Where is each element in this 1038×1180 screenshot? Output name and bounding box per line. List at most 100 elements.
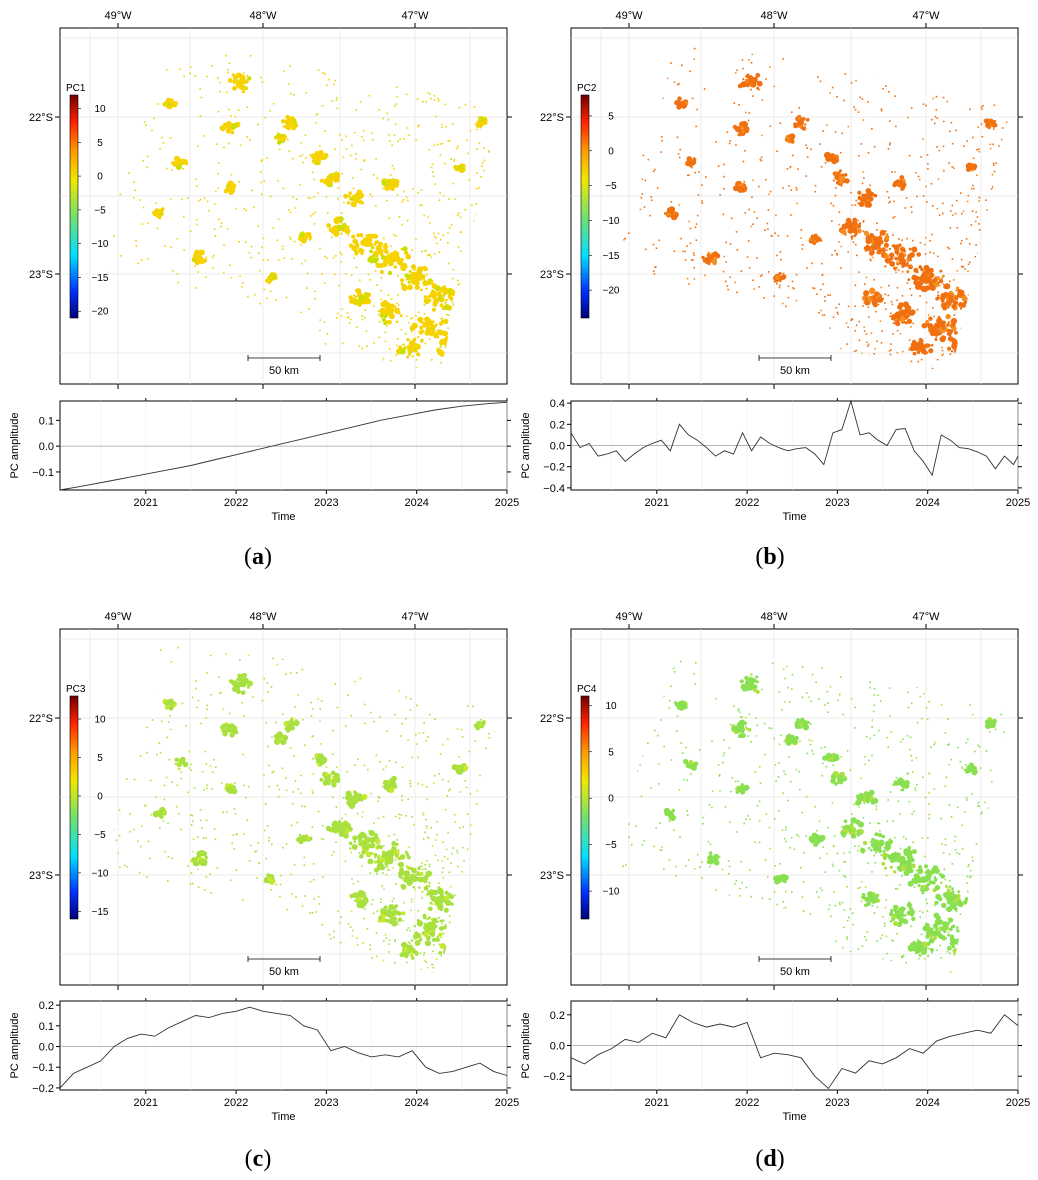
- x-tick-label: 2022: [224, 1097, 248, 1109]
- colorbar-tick-label: −10: [92, 239, 109, 250]
- lat-label: 22°S: [29, 713, 53, 725]
- colorbar-tick-label: −10: [603, 887, 620, 898]
- series-line: [59, 1006, 508, 1089]
- colorbar-title: PC4: [577, 684, 597, 695]
- x-tick-label: 2022: [224, 497, 248, 509]
- x-axis-label: Time: [782, 1111, 806, 1123]
- colorbar-tick-label: 0: [608, 146, 614, 157]
- y-axis-label: PC amplitude: [520, 1012, 532, 1078]
- timeseries-chart-c: 2021 2022 2023 2024 2025 0.2 0.1 0.0 −0.1 −0.2 Tim…: [9, 998, 519, 1123]
- colorbar: PC4 10 5 0 −5 −10: [577, 684, 620, 920]
- series-line: [570, 399, 1019, 477]
- chart-frame: [59, 1000, 508, 1091]
- y-axis-label: PC amplitude: [520, 412, 532, 478]
- scale-bar-label: 50 km: [780, 365, 810, 377]
- x-tick-label: 2024: [404, 497, 428, 509]
- scale-bar-label: 50 km: [269, 365, 299, 377]
- panel-label: (b): [755, 544, 784, 570]
- x-axis-label: Time: [782, 511, 806, 523]
- panel-letter: a: [252, 544, 264, 570]
- colorbar-tick-label: −5: [94, 830, 106, 841]
- y-tick-label: −0.1: [32, 467, 54, 479]
- timeseries-chart-d: 2021 2022 2023 2024 2025 0.2 0.0 −0.2 Time PC amp…: [520, 998, 1030, 1123]
- timeseries-chart-a: 2021 2022 2023 2024 2025 0.1 0.0 −0.1 Time PC amp…: [9, 398, 519, 523]
- y-tick-label: −0.2: [543, 462, 565, 474]
- x-tick-label: 2021: [134, 497, 158, 509]
- lat-label: 22°S: [540, 112, 564, 124]
- map-graticule: [60, 629, 507, 985]
- colorbar-tick-label: 5: [97, 753, 103, 764]
- lat-label: 22°S: [29, 112, 53, 124]
- lon-label: 49°W: [615, 10, 643, 22]
- colorbar-tick-label: −15: [92, 273, 109, 284]
- map-graticule: [571, 629, 1018, 985]
- colorbar: PC3 10 5 0 −5 −10 −15: [66, 684, 109, 920]
- chart-grid: [100, 401, 508, 490]
- colorbar-tick-label: −20: [92, 307, 109, 318]
- y-tick-label: 0.0: [550, 1041, 565, 1053]
- scale-bar-label: 50 km: [780, 966, 810, 978]
- x-tick-label: 2024: [915, 497, 939, 509]
- lon-label: 49°W: [104, 611, 132, 623]
- y-axis-label: PC amplitude: [9, 1012, 21, 1078]
- map-a: 49°W 48°W 47°W 22°S 23°S PC1 10 5 0 −5 −10 −15 −20 50…: [29, 10, 512, 389]
- x-tick-label: 2022: [735, 1097, 759, 1109]
- y-tick-label: 0.0: [550, 441, 565, 453]
- colorbar-tick-label: −5: [605, 181, 617, 192]
- y-tick-label: 0.0: [39, 1042, 54, 1054]
- map-frame: [570, 628, 1019, 986]
- y-tick-label: −0.2: [543, 1071, 565, 1083]
- y-tick-label: 0.2: [550, 1010, 565, 1022]
- colorbar-tick-label: 10: [94, 715, 106, 726]
- colorbar-tick-label: −5: [94, 205, 106, 216]
- map-b: 49°W 48°W 47°W 22°S 23°S PC2 5 0 −5 −10 −15 −20 50 k…: [540, 10, 1023, 389]
- colorbar: PC2 5 0 −5 −10 −15 −20: [577, 83, 620, 319]
- colorbar-tick-label: 10: [94, 104, 106, 115]
- series-line: [570, 1014, 1019, 1090]
- colorbar-tick-label: 5: [608, 111, 614, 122]
- x-tick-label: 2023: [825, 1097, 849, 1109]
- lon-label: 49°W: [615, 611, 643, 623]
- panel-label: (c): [245, 1146, 272, 1172]
- timeseries-chart-b: 2021 2022 2023 2024 2025 0.4 0.2 0.0 −0.2 −0.4 Tim…: [520, 398, 1030, 523]
- colorbar-title: PC1: [66, 83, 86, 94]
- lon-label: 47°W: [912, 611, 940, 623]
- map-frame: [59, 628, 508, 986]
- scale-bar: [247, 956, 321, 962]
- chart-grid: [100, 1001, 508, 1090]
- panel-letter: d: [763, 1146, 777, 1172]
- lon-label: 48°W: [760, 611, 788, 623]
- lat-label: 23°S: [540, 870, 564, 882]
- x-tick-label: 2025: [1006, 497, 1030, 509]
- x-tick-label: 2023: [314, 1097, 338, 1109]
- lat-label: 23°S: [29, 269, 53, 281]
- x-axis-label: Time: [271, 1111, 295, 1123]
- colorbar-title: PC2: [577, 83, 597, 94]
- x-tick-label: 2021: [645, 1097, 669, 1109]
- y-axis-label: PC amplitude: [9, 412, 21, 478]
- x-tick-label: 2023: [825, 497, 849, 509]
- x-tick-label: 2021: [645, 497, 669, 509]
- map-d: 49°W 48°W 47°W 22°S 23°S PC4 10 5 0 −5 −10 50 km: [540, 611, 1023, 990]
- colorbar-tick-label: 0: [608, 794, 614, 805]
- x-tick-label: 2025: [495, 1097, 519, 1109]
- y-tick-label: 0.2: [550, 419, 565, 431]
- y-tick-label: 0.2: [39, 1000, 54, 1012]
- lon-label: 47°W: [401, 611, 429, 623]
- scale-bar: [758, 355, 832, 361]
- lon-label: 48°W: [249, 10, 277, 22]
- panel-b: 49°W 48°W 47°W 22°S 23°S PC2 5 0 −5 −10 −15 −20 50 k…: [520, 10, 1030, 570]
- series-line: [59, 401, 508, 491]
- panel-letter: b: [763, 544, 776, 570]
- lon-label: 48°W: [249, 611, 277, 623]
- y-tick-label: 0.4: [550, 398, 565, 410]
- panel-label: (a): [244, 544, 272, 570]
- panel-label: (d): [755, 1146, 784, 1172]
- x-tick-label: 2022: [735, 497, 759, 509]
- x-tick-label: 2024: [404, 1097, 428, 1109]
- x-tick-label: 2025: [1006, 1097, 1030, 1109]
- scale-bar-label: 50 km: [269, 966, 299, 978]
- lon-label: 48°W: [760, 10, 788, 22]
- panel-d: 49°W 48°W 47°W 22°S 23°S PC4 10 5 0 −5 −10 50 km 202…: [520, 611, 1030, 1172]
- colorbar-tick-label: −15: [603, 251, 620, 262]
